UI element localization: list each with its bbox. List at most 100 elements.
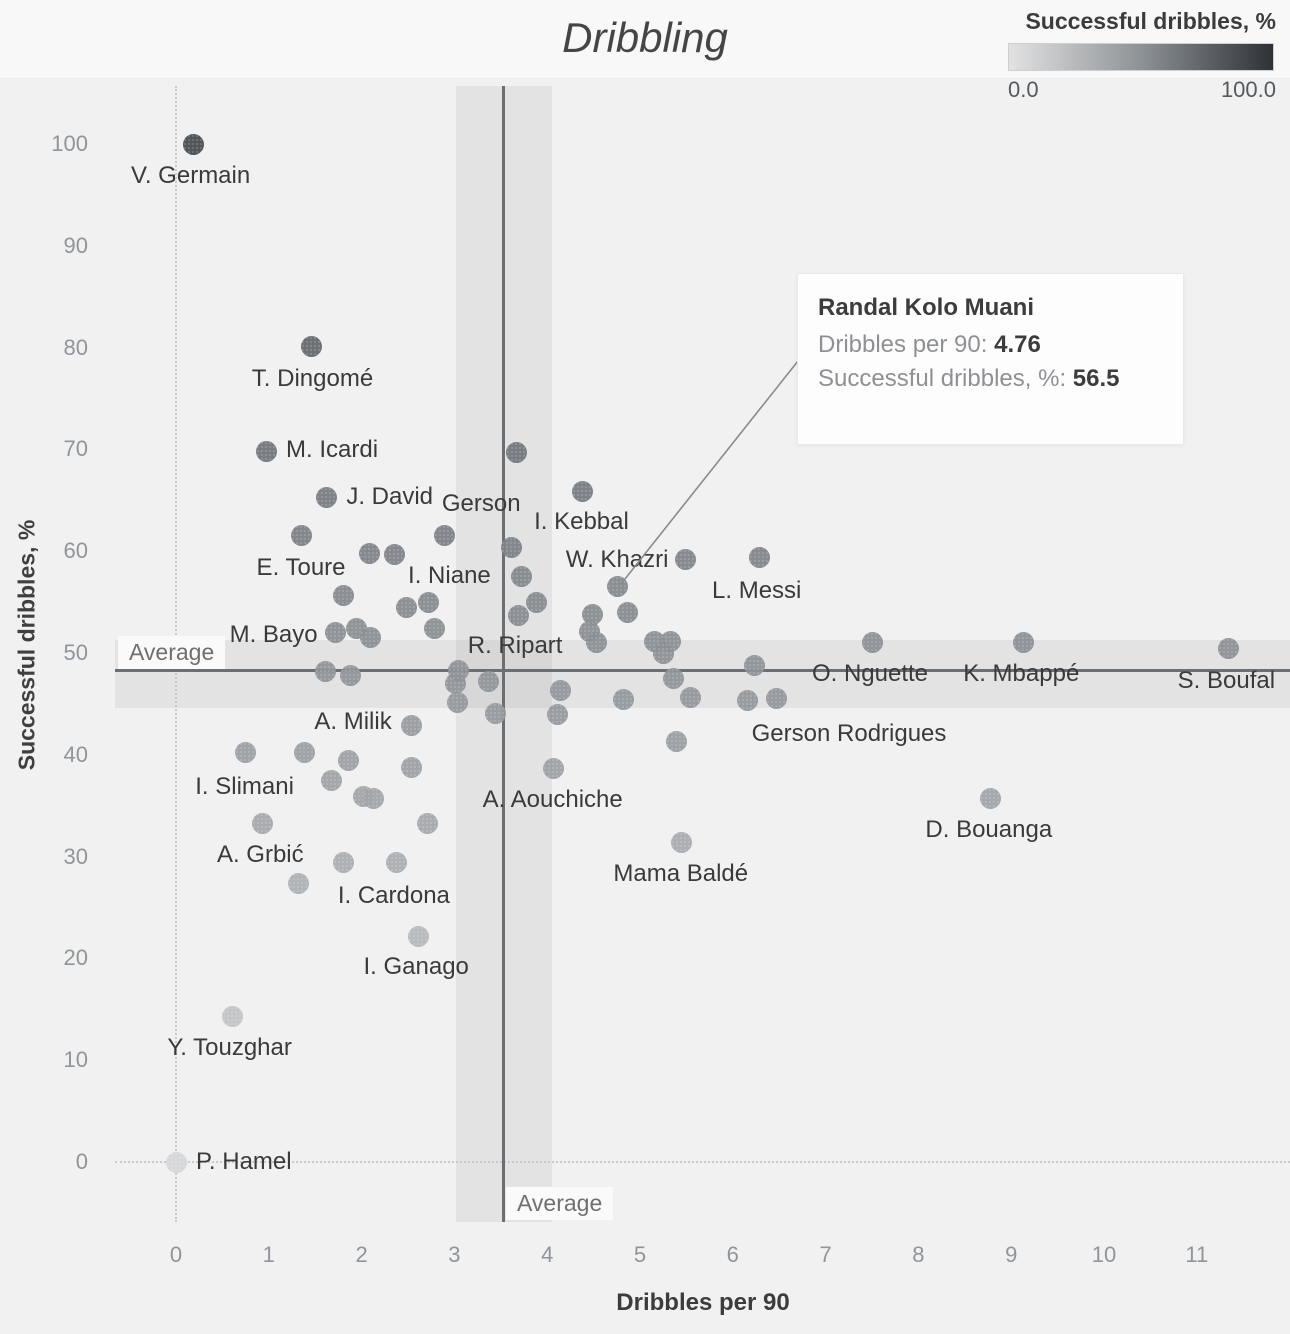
data-point[interactable] xyxy=(416,812,438,834)
data-point[interactable] xyxy=(424,618,446,640)
x-tick-label: 1 xyxy=(262,1242,275,1267)
average-label-y: Average xyxy=(118,636,226,669)
y-tick-label: 30 xyxy=(63,843,88,869)
data-point-s-boufal[interactable] xyxy=(1217,638,1239,660)
legend-scale-labels: 0.0 100.0 xyxy=(1008,77,1276,103)
x-tick-label: 5 xyxy=(633,1242,647,1267)
point-label: W. Khazri xyxy=(565,546,669,574)
data-point-i-ganago[interactable] xyxy=(407,925,429,947)
data-point[interactable] xyxy=(617,601,639,623)
y-tick-label: 0 xyxy=(75,1149,88,1174)
data-point-gerson[interactable] xyxy=(433,525,455,547)
data-point[interactable] xyxy=(679,687,701,709)
data-point[interactable] xyxy=(383,543,405,565)
y-tick-label: 90 xyxy=(63,232,88,258)
data-point-a-aouchiche[interactable] xyxy=(543,757,565,779)
data-point-y-touzghar[interactable] xyxy=(222,1005,244,1027)
point-label: S. Boufal xyxy=(1177,666,1276,694)
zero-gridline-y xyxy=(115,1161,1290,1163)
data-point-j-david[interactable] xyxy=(315,486,337,508)
data-point[interactable] xyxy=(363,788,385,810)
data-point-t-dingom-[interactable] xyxy=(300,336,322,358)
average-line-vertical xyxy=(502,86,506,1222)
y-tick-label: 10 xyxy=(63,1047,88,1073)
data-point[interactable] xyxy=(333,852,355,874)
data-point[interactable] xyxy=(293,742,315,764)
data-point[interactable] xyxy=(652,642,674,664)
data-point[interactable] xyxy=(287,872,309,894)
data-point[interactable] xyxy=(484,702,506,724)
data-point[interactable] xyxy=(290,525,312,547)
tooltip-metric-1: Dribbles per 90: 4.76 xyxy=(818,331,1041,358)
point-label: M. Bayo xyxy=(229,620,318,648)
data-point[interactable] xyxy=(478,671,500,692)
data-point[interactable] xyxy=(321,769,343,791)
data-point-mama-bald-[interactable] xyxy=(671,831,693,853)
data-point[interactable] xyxy=(338,750,360,772)
data-point[interactable] xyxy=(665,731,687,753)
data-point[interactable] xyxy=(526,591,548,613)
data-point[interactable] xyxy=(501,536,523,558)
data-point[interactable] xyxy=(612,689,634,711)
data-point[interactable] xyxy=(582,603,604,625)
point-label: D. Bouanga xyxy=(925,815,1053,843)
data-point[interactable] xyxy=(549,680,571,702)
data-point[interactable] xyxy=(401,756,423,778)
y-tick-label: 100 xyxy=(51,131,88,156)
data-point-randal-kolo-muani[interactable] xyxy=(607,576,629,598)
x-axis-title: Dribbles per 90 xyxy=(616,1289,790,1316)
data-point-w-khazri[interactable] xyxy=(674,548,696,570)
point-label: J. David xyxy=(346,483,434,511)
data-point[interactable] xyxy=(510,566,532,588)
data-point-o-nguette[interactable] xyxy=(861,632,883,654)
data-point-a-milik[interactable] xyxy=(401,714,423,736)
data-point-a-grbi-[interactable] xyxy=(251,812,273,834)
data-point-v-germain[interactable] xyxy=(183,133,205,155)
x-tick-label: 8 xyxy=(912,1242,925,1267)
point-label: I. Kebbal xyxy=(534,508,629,536)
point-label: E. Toure xyxy=(256,553,346,581)
data-point-r-ripart[interactable] xyxy=(447,659,469,681)
x-tick-label: 3 xyxy=(448,1242,461,1267)
data-point[interactable] xyxy=(765,688,787,710)
data-point[interactable] xyxy=(507,604,529,626)
data-point-gerson-rodrigues[interactable] xyxy=(737,690,759,712)
data-point-p-hamel[interactable] xyxy=(165,1151,187,1173)
point-label: L. Messi xyxy=(712,577,802,605)
legend-title: Successful dribbles, % xyxy=(1025,8,1276,34)
data-point[interactable] xyxy=(506,441,528,463)
y-tick-label: 40 xyxy=(63,741,88,767)
data-point-m-bayo[interactable] xyxy=(325,622,347,644)
x-tick-label: 2 xyxy=(355,1242,368,1267)
data-point-i-niane[interactable] xyxy=(417,591,439,613)
point-label: A. Aouchiche xyxy=(482,786,623,814)
data-point[interactable] xyxy=(358,542,380,564)
data-point-d-bouanga[interactable] xyxy=(980,788,1002,810)
data-point[interactable] xyxy=(360,627,382,649)
tooltip-metric-2: Successful dribbles, %: 56.5 xyxy=(818,365,1120,392)
data-point[interactable] xyxy=(446,692,468,714)
data-point[interactable] xyxy=(585,632,607,654)
data-point[interactable] xyxy=(339,664,361,686)
data-point[interactable] xyxy=(743,654,765,676)
data-point-m-icardi[interactable] xyxy=(255,440,277,462)
data-point-i-cardona[interactable] xyxy=(386,852,408,874)
point-label: I. Slimani xyxy=(195,772,294,800)
data-point-i-kebbal[interactable] xyxy=(571,480,593,502)
data-point-k-mbapp-[interactable] xyxy=(1012,632,1034,654)
average-label-x: Average xyxy=(506,1187,614,1220)
legend-min-label: 0.0 xyxy=(1008,77,1039,102)
data-point-l-messi[interactable] xyxy=(749,546,771,568)
data-point-e-toure[interactable] xyxy=(332,585,354,607)
point-label: Gerson xyxy=(441,489,521,517)
data-point[interactable] xyxy=(395,596,417,618)
y-tick-label: 60 xyxy=(63,538,88,564)
data-point-i-slimani[interactable] xyxy=(235,742,257,764)
data-point[interactable] xyxy=(662,667,684,689)
point-label: I. Cardona xyxy=(337,881,450,909)
point-label: P. Hamel xyxy=(196,1148,292,1175)
data-point[interactable] xyxy=(546,703,568,725)
point-label: A. Milik xyxy=(314,708,392,736)
point-label: R. Ripart xyxy=(467,632,563,660)
data-point[interactable] xyxy=(314,660,336,682)
